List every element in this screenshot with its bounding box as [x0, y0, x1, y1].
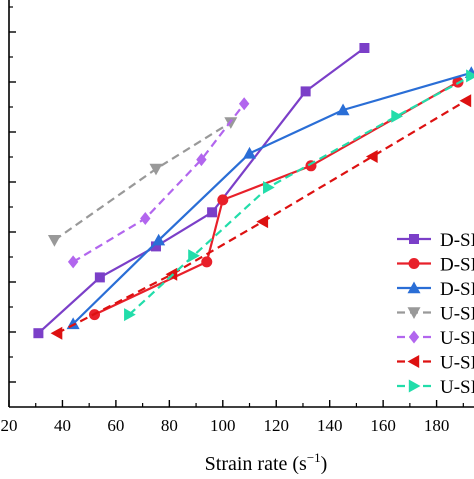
- legend-label-6: U-SI: [440, 353, 474, 374]
- legend: D-SI D-SI D-SI U-SI U-SI U-SI U-SI: [397, 230, 474, 398]
- data-point: [409, 258, 420, 269]
- series-6: [51, 94, 472, 340]
- x-tick-label-160: 160: [370, 416, 396, 435]
- data-point: [201, 256, 212, 267]
- data-point: [366, 150, 378, 163]
- data-point: [301, 86, 311, 96]
- series-line-7: [129, 76, 471, 315]
- x-tick-label-20: 20: [1, 416, 18, 435]
- data-point: [409, 331, 419, 344]
- data-point: [243, 147, 256, 159]
- data-point: [408, 307, 421, 319]
- data-point: [217, 194, 228, 205]
- legend-label-7: U-SI: [440, 377, 474, 398]
- data-point: [33, 328, 43, 338]
- x-tick-label-60: 60: [107, 416, 124, 435]
- x-tick-label-140: 140: [317, 416, 343, 435]
- data-point: [51, 327, 63, 340]
- x-tick-label-40: 40: [54, 416, 71, 435]
- axes: 20 40 60 80 100 120 140 160 180: [1, 0, 474, 435]
- series-line-4: [54, 122, 230, 240]
- data-point: [359, 43, 369, 53]
- data-point: [409, 380, 421, 393]
- data-point: [95, 272, 105, 282]
- series-layer: [33, 43, 474, 340]
- legend-label-4: U-SI: [440, 304, 474, 325]
- data-point: [68, 255, 78, 268]
- x-tick-label-120: 120: [263, 416, 289, 435]
- series-line-2: [95, 82, 459, 315]
- x-tick-label-180: 180: [424, 416, 450, 435]
- data-point: [207, 207, 217, 217]
- data-point: [408, 355, 420, 368]
- data-point: [239, 97, 249, 110]
- legend-label-1: D-SI: [440, 230, 474, 251]
- data-point: [391, 110, 403, 123]
- data-point: [48, 235, 61, 247]
- legend-label-3: D-SI: [440, 279, 474, 300]
- x-axis-label: Strain rate (s−1): [205, 450, 328, 474]
- legend-label-2: D-SI: [440, 255, 474, 276]
- data-point: [140, 212, 150, 225]
- x-axis-label-close: ): [321, 453, 328, 474]
- series-4: [48, 117, 237, 247]
- data-point: [149, 164, 162, 176]
- series-1: [33, 43, 369, 338]
- series-7: [124, 69, 474, 321]
- data-point: [256, 215, 268, 228]
- x-tick-label-80: 80: [161, 416, 178, 435]
- data-point: [409, 234, 419, 244]
- series-line-6: [57, 101, 466, 334]
- series-2: [89, 77, 463, 321]
- legend-label-5: U-SI: [440, 328, 474, 349]
- x-tick-label-100: 100: [210, 416, 236, 435]
- data-point: [459, 94, 471, 107]
- series-line-1: [38, 48, 364, 333]
- x-axis-label-superscript: −1: [307, 450, 321, 465]
